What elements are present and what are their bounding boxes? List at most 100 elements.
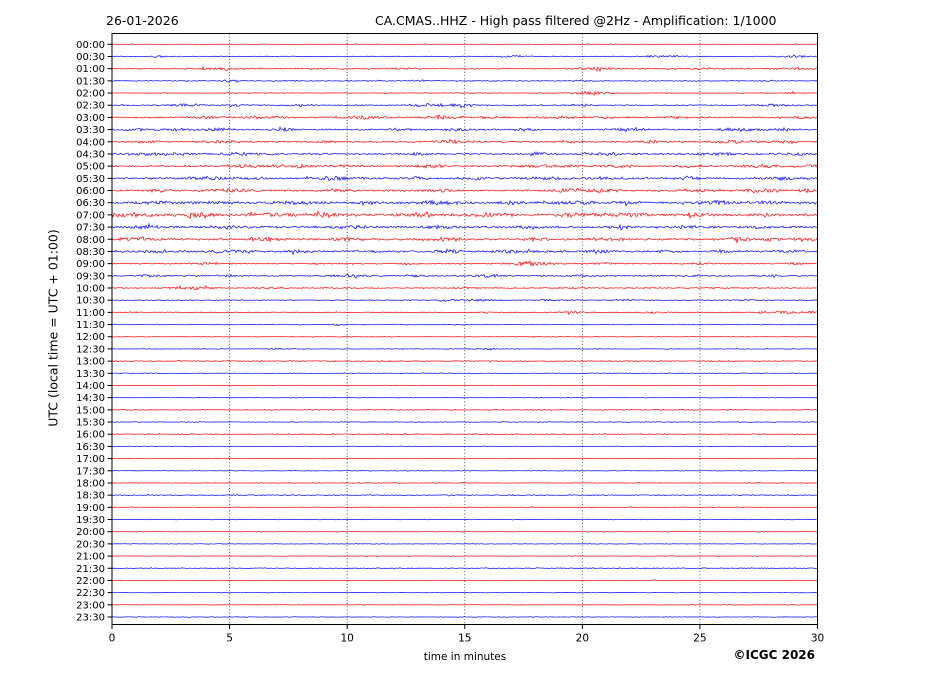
y-tick-label: 09:30	[76, 271, 105, 282]
y-tick-label: 05:00	[76, 162, 105, 173]
trace-0030	[111, 54, 819, 59]
trace-2100	[112, 555, 819, 557]
y-tick-label: 07:00	[76, 210, 105, 221]
trace-0630	[111, 199, 819, 207]
y-tick-label: 16:00	[76, 430, 105, 441]
trace-2000	[111, 530, 819, 533]
trace-1430	[111, 396, 819, 399]
y-tick-label: 17:30	[76, 466, 105, 477]
trace-1300	[112, 359, 819, 363]
trace-2230	[111, 591, 819, 594]
trace-0230	[111, 102, 819, 109]
trace-1330	[111, 372, 819, 375]
y-tick-label: 03:30	[76, 125, 105, 136]
y-tick-label: 18:30	[76, 491, 105, 502]
y-tick-label: 22:00	[76, 576, 105, 587]
y-tick-label: 02:30	[76, 101, 105, 112]
trace-0100	[111, 65, 819, 73]
trace-0500	[111, 163, 819, 169]
trace-0400	[111, 138, 819, 145]
y-tick-label: 07:30	[76, 223, 105, 234]
y-tick-label: 15:30	[76, 418, 105, 429]
y-tick-label: 04:00	[76, 137, 105, 148]
y-tick-label: 06:00	[76, 186, 105, 197]
trace-1200	[111, 335, 819, 338]
x-axis-label: time in minutes	[423, 651, 507, 663]
y-tick-label: 03:00	[76, 113, 105, 124]
y-tick-label: 23:00	[76, 600, 105, 611]
trace-1700	[111, 457, 819, 460]
y-tick-label: 04:30	[76, 149, 105, 160]
trace-0330	[111, 126, 819, 133]
trace-1930	[111, 518, 819, 521]
y-tick-label: 21:30	[76, 564, 105, 575]
y-tick-label: 19:30	[76, 515, 105, 526]
y-tick-label: 19:00	[76, 503, 105, 514]
y-tick-label: 13:30	[76, 369, 105, 380]
trace-2300	[111, 604, 819, 606]
y-tick-label: 08:00	[76, 235, 105, 246]
trace-2030	[111, 543, 819, 545]
x-tick-label: 30	[811, 633, 824, 645]
x-tick-label: 25	[693, 633, 706, 645]
y-tick-label: 05:30	[76, 174, 105, 185]
x-tick-label: 10	[340, 633, 353, 645]
y-tick-label: 21:00	[76, 552, 105, 563]
trace-1600	[111, 433, 819, 436]
x-tick-label: 15	[458, 633, 471, 645]
y-tick-label: 11:30	[76, 320, 105, 331]
y-tick-label: 10:00	[76, 284, 105, 295]
y-tick-label: 06:30	[76, 198, 105, 209]
x-tick-label: 20	[576, 633, 589, 645]
trace-2200	[111, 579, 819, 582]
y-tick-label: 14:00	[76, 381, 105, 392]
trace-0800	[111, 235, 819, 244]
trace-0730	[111, 222, 819, 231]
trace-1100	[111, 310, 819, 316]
copyright-label: ©ICGC 2026	[733, 648, 815, 662]
trace-1530	[111, 421, 819, 424]
x-tick-label: 5	[226, 633, 233, 645]
trace-0700	[111, 210, 819, 220]
y-tick-label: 02:00	[76, 89, 105, 100]
trace-2330	[111, 616, 819, 618]
trace-1730	[111, 469, 819, 472]
y-tick-label: 01:30	[76, 76, 105, 87]
y-tick-label: 01:00	[76, 64, 105, 75]
trace-0930	[111, 273, 819, 279]
date-label: 26-01-2026	[106, 13, 179, 28]
y-tick-label: 00:00	[76, 40, 105, 51]
y-tick-label: 10:30	[76, 296, 105, 307]
trace-1630	[111, 445, 819, 448]
y-tick-label: 17:00	[76, 454, 105, 465]
trace-1830	[111, 493, 819, 497]
trace-0900	[111, 259, 819, 268]
trace-0430	[111, 151, 819, 157]
trace-0130	[111, 79, 819, 83]
trace-0000	[111, 43, 819, 46]
y-tick-label: 08:30	[76, 247, 105, 258]
trace-1130	[111, 323, 819, 327]
trace-0200	[111, 90, 819, 96]
y-tick-label: 12:00	[76, 332, 105, 343]
y-tick-label: 13:00	[76, 357, 105, 368]
trace-0300	[111, 113, 819, 121]
y-tick-label: 14:30	[76, 393, 105, 404]
y-tick-label: 18:00	[76, 478, 105, 489]
y-tick-label: 12:30	[76, 344, 105, 355]
plot-frame	[111, 33, 818, 625]
plot-title: CA.CMAS..HHZ - High pass filtered @2Hz -…	[375, 13, 777, 28]
y-tick-label: 16:30	[76, 442, 105, 453]
y-tick-label: 00:30	[76, 52, 105, 63]
trace-1000	[111, 284, 819, 291]
trace-0530	[111, 175, 819, 182]
trace-0600	[111, 187, 819, 194]
trace-1800	[111, 481, 819, 484]
y-tick-label: 15:00	[76, 405, 105, 416]
trace-1500	[111, 408, 819, 411]
y-tick-label: 20:30	[76, 539, 105, 550]
y-tick-label: 22:30	[76, 588, 105, 599]
trace-1400	[111, 384, 819, 387]
